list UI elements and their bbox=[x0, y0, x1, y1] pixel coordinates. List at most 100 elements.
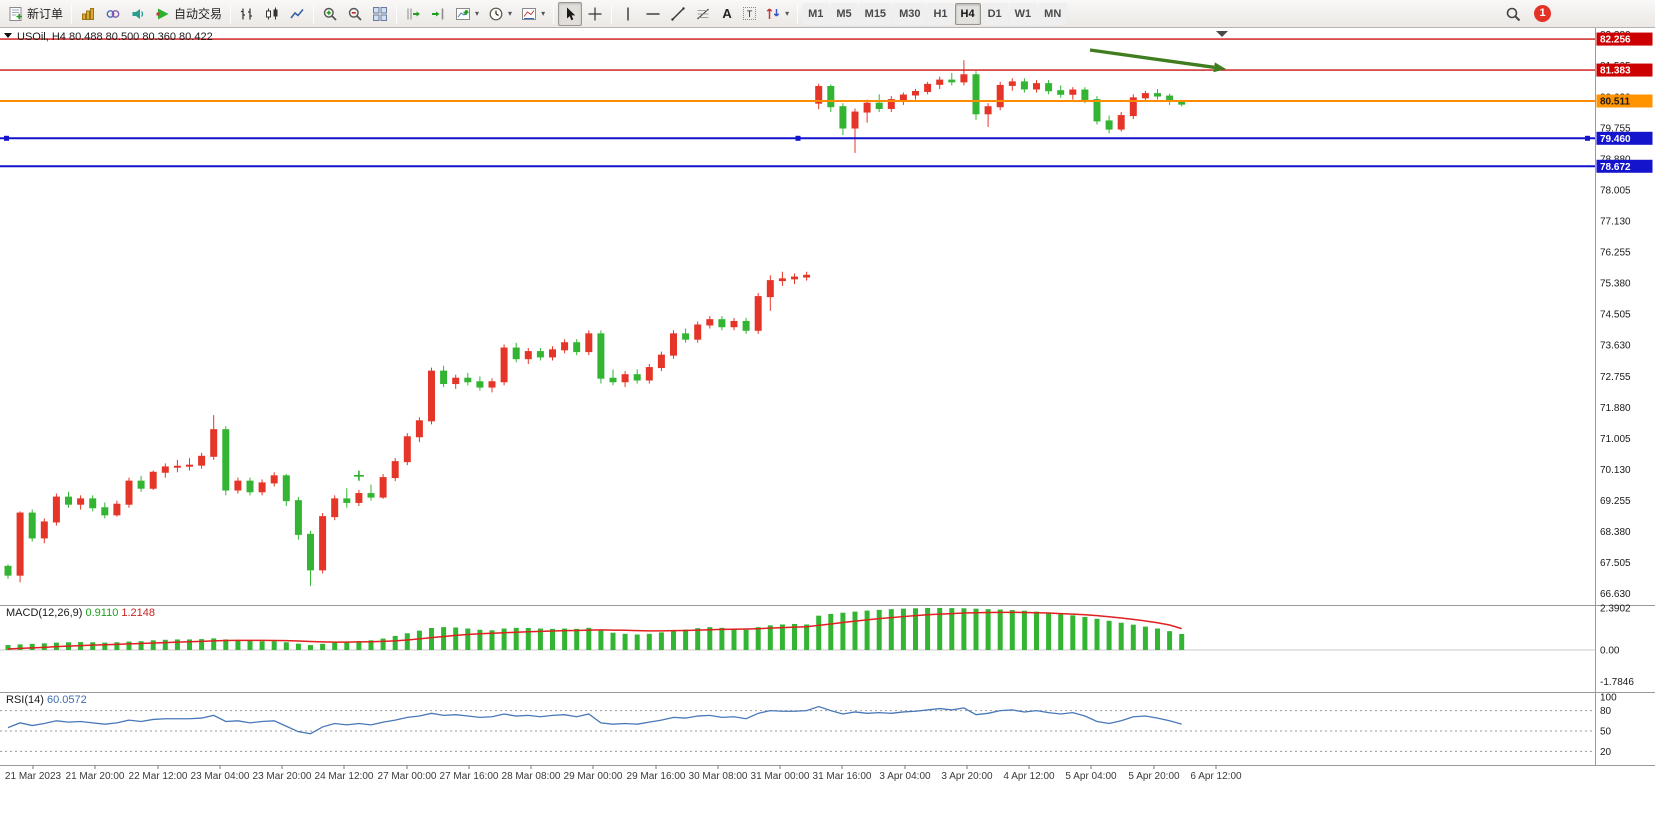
arrows-tool-button[interactable]: ▾ bbox=[761, 2, 793, 26]
new-order-button[interactable]: 新订单 bbox=[4, 2, 67, 26]
timeframe-h4[interactable]: H4 bbox=[954, 2, 981, 25]
trendline-button[interactable] bbox=[666, 2, 690, 26]
candle-body bbox=[536, 351, 544, 358]
candle-body bbox=[52, 496, 60, 523]
charts-button[interactable] bbox=[76, 2, 100, 26]
toolbar-separator bbox=[611, 3, 613, 24]
timeframe-h1[interactable]: H1 bbox=[927, 2, 954, 25]
candle-body bbox=[573, 342, 581, 353]
time-label: 29 Mar 16:00 bbox=[627, 771, 686, 782]
candle-body bbox=[960, 74, 968, 83]
trend-arrow[interactable] bbox=[1089, 48, 1215, 70]
candle-body bbox=[512, 347, 520, 360]
plus-marker[interactable] bbox=[353, 470, 364, 481]
vertical-line-button[interactable] bbox=[616, 2, 640, 26]
notification-badge[interactable]: 1 bbox=[1534, 5, 1551, 22]
templates-button[interactable]: ▾ bbox=[517, 2, 549, 26]
hline-handle[interactable] bbox=[1585, 135, 1590, 141]
candle-body bbox=[222, 429, 230, 491]
candle-body bbox=[549, 349, 556, 358]
candle-body bbox=[125, 480, 133, 505]
tile-windows-button[interactable] bbox=[368, 2, 392, 26]
cursor-button[interactable] bbox=[558, 1, 583, 26]
price-axis-label: 75.380 bbox=[1600, 279, 1631, 290]
auto-trade-button[interactable]: 自动交易 bbox=[151, 2, 226, 26]
text-tool-button[interactable]: A bbox=[716, 2, 738, 26]
timeframe-m5[interactable]: M5 bbox=[830, 2, 858, 25]
candle-body bbox=[40, 521, 48, 539]
one-click-trading-arrow[interactable] bbox=[4, 33, 12, 38]
sounds-button[interactable] bbox=[126, 2, 150, 26]
rsi-scale-label: 100 bbox=[1600, 693, 1617, 704]
candle-body bbox=[1081, 89, 1089, 101]
candlestick-chart-button[interactable] bbox=[260, 2, 284, 26]
candle-body bbox=[1105, 120, 1113, 130]
candle-body bbox=[924, 83, 932, 92]
candle-body bbox=[488, 381, 496, 388]
chart-shift-marker[interactable] bbox=[1216, 31, 1228, 37]
candle-body bbox=[173, 465, 181, 468]
clock-icon bbox=[489, 7, 503, 20]
candle-body bbox=[827, 85, 835, 108]
zoom-out-button[interactable] bbox=[343, 2, 367, 26]
search-button[interactable] bbox=[1501, 2, 1525, 26]
candle-body bbox=[343, 498, 351, 503]
toolbar-separator bbox=[230, 3, 232, 24]
auto-scroll-button[interactable] bbox=[401, 2, 425, 26]
trend-arrow-head[interactable] bbox=[1213, 62, 1226, 73]
candle-body bbox=[1154, 93, 1161, 97]
crosshair-button[interactable] bbox=[583, 2, 607, 26]
line-chart-button[interactable] bbox=[285, 2, 309, 26]
candle-body bbox=[28, 512, 36, 539]
candle-body bbox=[682, 333, 690, 340]
timeframe-d1[interactable]: D1 bbox=[981, 2, 1008, 25]
hline-handle[interactable] bbox=[795, 135, 801, 141]
candle-body bbox=[464, 377, 472, 383]
candle-body bbox=[1033, 83, 1040, 90]
candle-body bbox=[887, 99, 895, 109]
text-label-button[interactable]: T bbox=[739, 2, 760, 26]
auto-scroll-icon bbox=[407, 8, 421, 19]
fibonacci-button[interactable] bbox=[691, 2, 715, 26]
timeframe-w1[interactable]: W1 bbox=[1008, 2, 1038, 25]
macd-scale-label: -1.7846 bbox=[1600, 677, 1634, 688]
price-axis-label: 76.255 bbox=[1600, 248, 1631, 259]
timeframe-m30[interactable]: M30 bbox=[893, 2, 927, 25]
chart-shift-icon bbox=[432, 8, 444, 19]
candle-body bbox=[609, 377, 617, 383]
candle-body bbox=[718, 319, 726, 328]
time-label: 30 Mar 08:00 bbox=[689, 771, 748, 782]
candle-body bbox=[234, 480, 242, 491]
candle-body bbox=[585, 333, 593, 353]
time-label: 31 Mar 00:00 bbox=[751, 771, 810, 782]
zoom-in-button[interactable] bbox=[318, 2, 342, 26]
candle-body bbox=[415, 420, 423, 438]
price-badge-label: 79.460 bbox=[1600, 134, 1631, 145]
indicators-icon bbox=[456, 7, 471, 20]
chart-title: USOil, H4 80.488 80.500 80.360 80.422 bbox=[17, 31, 213, 43]
bar-chart-button[interactable] bbox=[235, 2, 259, 26]
profiles-button[interactable] bbox=[101, 2, 125, 26]
candle-body bbox=[948, 79, 956, 83]
timeframe-m1[interactable]: M1 bbox=[802, 2, 830, 25]
price-badge bbox=[1596, 159, 1653, 173]
candle-body bbox=[282, 475, 290, 502]
new-order-icon bbox=[9, 6, 22, 21]
profiles-icon bbox=[106, 9, 120, 18]
hline-handle[interactable] bbox=[4, 135, 9, 141]
chart-panel[interactable]: 82.38081.50580.63079.75578.88078.00577.1… bbox=[0, 28, 1655, 783]
rsi-label: RSI(14) 60.0572 bbox=[6, 694, 87, 706]
candle-body bbox=[367, 493, 375, 498]
indicators-button[interactable]: ▾ bbox=[451, 2, 483, 26]
periods-button[interactable]: ▾ bbox=[484, 2, 516, 26]
price-badge bbox=[1596, 32, 1653, 46]
macd-scale-label: 0.00 bbox=[1600, 646, 1620, 657]
candle-body bbox=[210, 429, 218, 457]
timeframe-mn[interactable]: MN bbox=[1038, 2, 1068, 25]
chart-shift-button[interactable] bbox=[426, 2, 450, 26]
price-axis-label: 67.505 bbox=[1600, 558, 1631, 569]
horizontal-line-button[interactable] bbox=[641, 2, 665, 26]
price-chart[interactable]: 82.38081.50580.63079.75578.88078.00577.1… bbox=[0, 28, 1655, 783]
timeframe-m15[interactable]: M15 bbox=[858, 2, 893, 25]
candle-body bbox=[65, 496, 72, 505]
